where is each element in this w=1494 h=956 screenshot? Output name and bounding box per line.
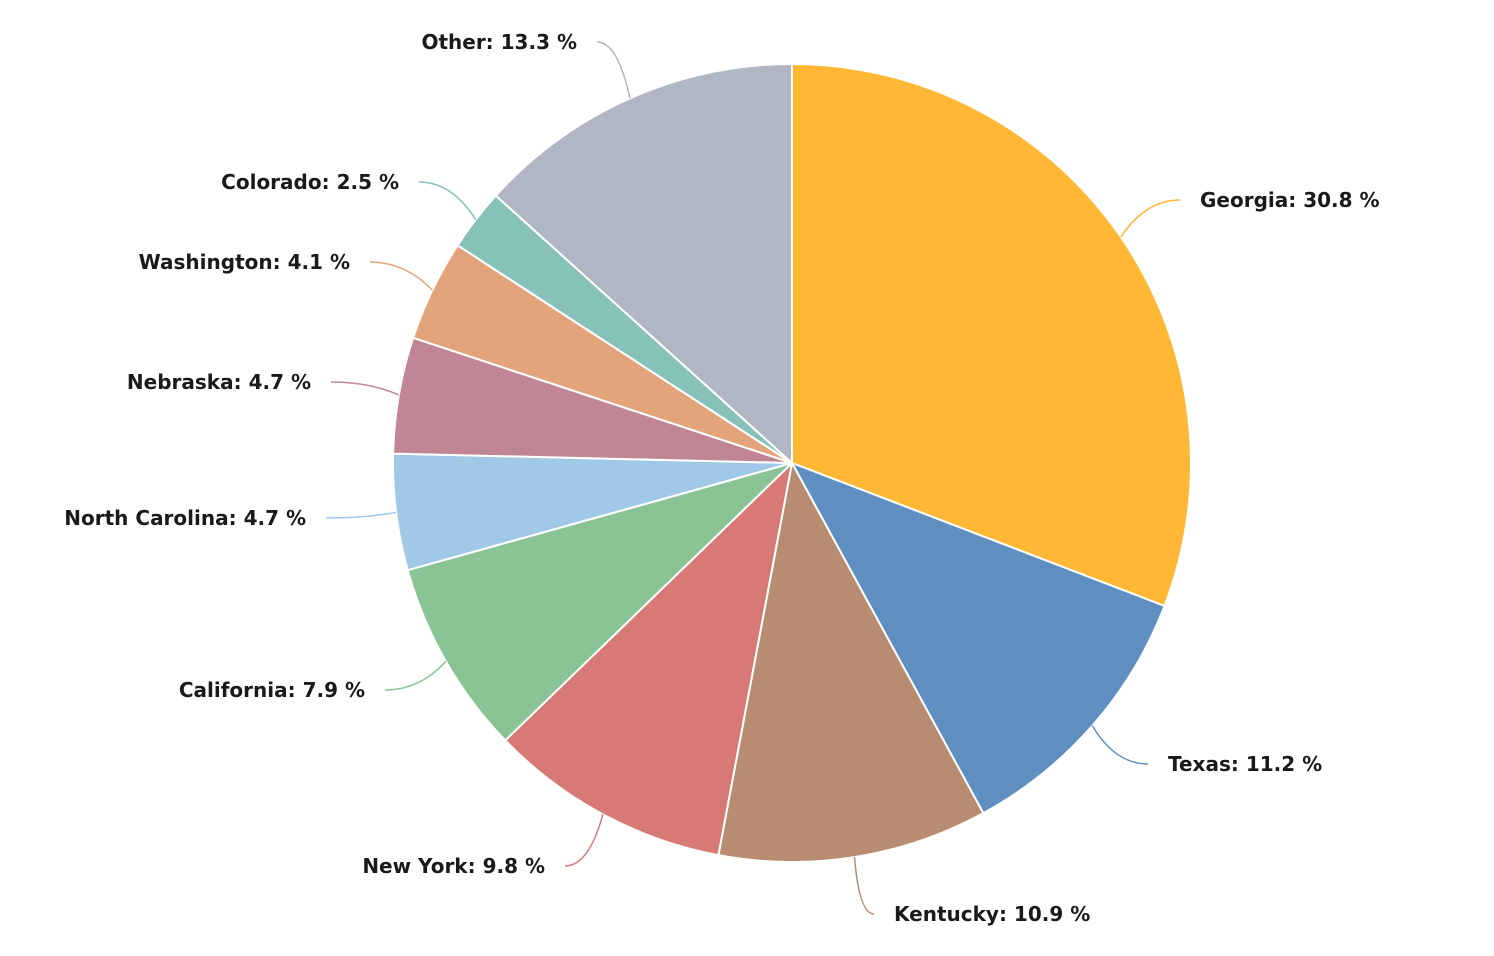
- data-label-georgia: Georgia: 30.8 %: [1200, 188, 1380, 212]
- pie-slice-georgia[interactable]: [791, 63, 1192, 607]
- leader-line-colorado: [418, 181, 477, 221]
- pie-labels: Georgia: 30.8 % Texas: 11.2 % Kentucky: 10…: [64, 30, 1379, 926]
- data-label-nebraska: Nebraska: 4.7 %: [127, 370, 311, 394]
- leader-line-other: [596, 41, 631, 99]
- pie-slice-texas[interactable]: [791, 462, 1166, 815]
- pie-slice-new-york[interactable]: [504, 462, 793, 857]
- data-label-other: Other: 13.3 %: [421, 30, 577, 54]
- data-label-new-york: New York: 9.8 %: [362, 854, 545, 878]
- leader-line-texas: [1091, 725, 1149, 765]
- leader-line-nebraska: [330, 381, 400, 396]
- pie-leader-lines: [325, 41, 1181, 915]
- data-label-north-carolina: North Carolina: 4.7 %: [64, 506, 306, 530]
- data-label-california: California: 7.9 %: [179, 678, 365, 702]
- leader-line-georgia: [1120, 199, 1181, 238]
- leader-line-kentucky: [853, 857, 875, 915]
- leader-line-california: [384, 660, 447, 691]
- data-label-colorado: Colorado: 2.5 %: [221, 170, 399, 194]
- data-label-washington: Washington: 4.1 %: [139, 250, 350, 274]
- pie-slice-other[interactable]: [494, 63, 793, 464]
- leader-line-new-york: [564, 814, 604, 867]
- data-label-kentucky: Kentucky: 10.9 %: [894, 902, 1090, 926]
- pie-slices: [392, 63, 1192, 863]
- leader-line-washington: [369, 261, 433, 291]
- leader-line-north-carolina: [325, 511, 397, 519]
- data-label-texas: Texas: 11.2 %: [1168, 752, 1322, 776]
- pie-slice-kentucky[interactable]: [717, 462, 985, 863]
